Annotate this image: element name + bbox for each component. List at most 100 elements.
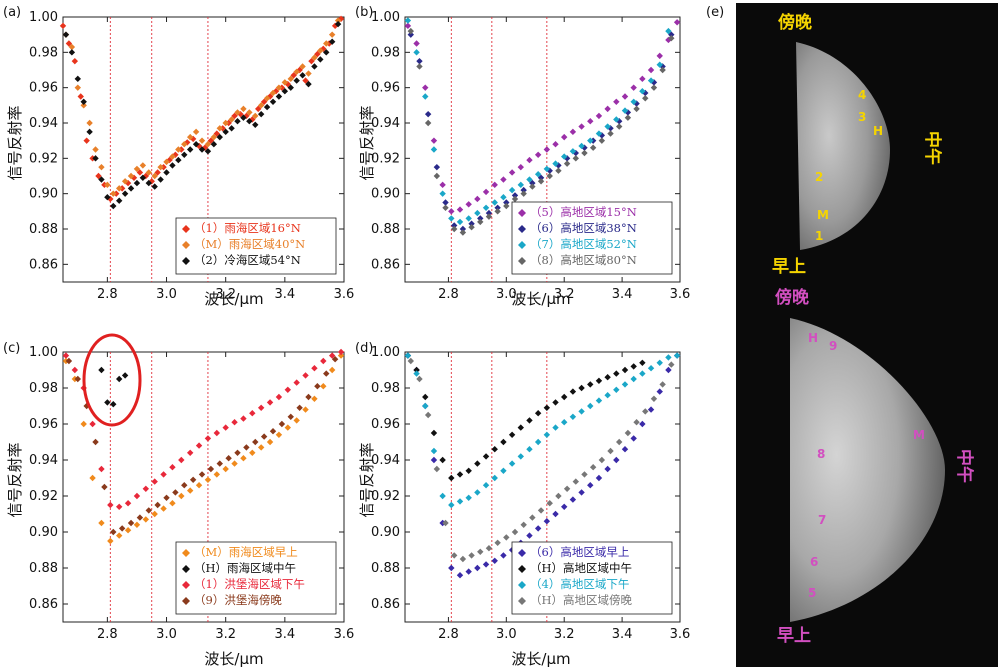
data-point-series-3 [503, 202, 510, 210]
data-point-series-0 [320, 383, 327, 390]
plot-frame [62, 16, 345, 283]
data-point-series-1 [252, 112, 259, 120]
data-point-series-0 [65, 40, 73, 47]
data-point-series-1 [181, 141, 188, 148]
data-point-series-1 [451, 222, 458, 229]
data-point-series-0 [639, 420, 646, 428]
data-point-series-0 [517, 163, 524, 171]
data-point-series-0 [526, 156, 533, 164]
data-point-series-2 [508, 186, 516, 194]
chart-0: 2.8 3.0 3.2 3.4 3.6 0.86 0.88 0.90 0.92 0.94 0.96 0… [29, 10, 354, 302]
data-point-series-1 [526, 417, 533, 424]
data-point-series-0 [639, 75, 646, 83]
data-point-series-0 [474, 564, 481, 572]
data-point-series-2 [474, 489, 481, 496]
data-point-series-0 [284, 424, 291, 431]
data-point-series-1 [104, 181, 111, 189]
data-point-series-3 [642, 408, 649, 415]
data-point-series-1 [569, 388, 577, 395]
data-point-series-1 [424, 110, 432, 118]
data-point-series-3 [668, 35, 675, 42]
legend-box [511, 201, 673, 275]
data-point-series-2 [275, 393, 283, 401]
data-point-series-2 [71, 366, 79, 374]
data-point-series-3 [65, 357, 73, 365]
data-point-series-1 [552, 399, 559, 406]
data-point-series-2 [448, 215, 455, 222]
data-point-series-2 [62, 31, 70, 38]
data-point-series-1 [511, 192, 519, 199]
data-point-series-1 [572, 149, 579, 157]
legend-label-1: （H）雨海区域中午 [194, 561, 296, 575]
map-top-marker-4: 4 [858, 88, 866, 102]
data-point-series-3 [555, 492, 562, 500]
y-tick-label: 0.94 [371, 116, 400, 131]
plot-frame [62, 351, 345, 623]
data-point-series-3 [442, 204, 449, 211]
data-point-series-2 [305, 80, 312, 88]
data-point-series-3 [494, 208, 501, 215]
data-point-series-2 [543, 431, 551, 438]
chart-2: 2.8 3.0 3.2 3.4 3.6 0.86 0.88 0.90 0.92 0.94 0.96 0… [29, 333, 354, 642]
data-point-series-0 [630, 84, 637, 91]
x-tick-label: 3.2 [215, 627, 236, 642]
data-point-series-1 [299, 63, 306, 70]
data-point-series-0 [124, 527, 132, 534]
data-point-series-2 [104, 194, 111, 201]
data-point-series-0 [569, 128, 577, 136]
data-point-series-3 [537, 178, 545, 185]
data-point-series-2 [204, 435, 212, 442]
panel-b: (b) 信号反射率 波长/μm [355, 5, 571, 308]
legend-label-2: （2）冷海区域54°N [194, 253, 301, 267]
data-point-series-3 [424, 411, 432, 419]
data-point-series-3 [287, 413, 294, 420]
data-point-series-1 [555, 162, 562, 169]
data-point-series-3 [145, 507, 152, 514]
data-point-series-1 [534, 410, 542, 417]
data-point-series-2 [302, 372, 309, 379]
data-point-series-0 [613, 98, 620, 105]
xlabel-a: 波长/μm [204, 290, 263, 308]
data-point-series-2 [439, 190, 446, 197]
data-point-series-3 [511, 528, 519, 536]
panel-label-b: (b) [355, 5, 373, 20]
data-point-series-2 [74, 75, 81, 83]
data-point-series-0 [207, 137, 215, 144]
data-point-series-2 [517, 453, 524, 460]
x-tick-label: 3.4 [612, 627, 633, 642]
data-point-series-2 [98, 176, 105, 183]
data-point-series-2 [534, 438, 542, 446]
data-point-series-3 [546, 172, 553, 180]
data-point-series-0 [186, 487, 194, 494]
data-point-series-1 [607, 125, 614, 132]
data-point-series-0 [231, 460, 238, 467]
data-point-series-2 [422, 93, 429, 100]
data-point-series-2 [62, 352, 70, 359]
data-point-series-3 [278, 420, 286, 428]
data-point-series-2 [673, 352, 681, 359]
data-point-series-2 [124, 500, 132, 507]
data-point-series-2 [448, 501, 455, 509]
data-point-series-1 [186, 133, 194, 141]
data-point-series-0 [604, 105, 611, 113]
data-point-series-1 [192, 128, 200, 136]
data-point-series-1 [163, 158, 170, 166]
data-point-series-3 [624, 429, 632, 437]
data-point-series-2 [578, 408, 585, 415]
xlabel-d: 波长/μm [511, 650, 570, 668]
data-point-series-3 [537, 507, 545, 514]
data-point-series-0 [249, 449, 256, 456]
data-point-series-1 [80, 102, 87, 109]
panel-label-e: (e) [706, 5, 724, 20]
data-point-series-1 [477, 215, 484, 222]
data-point-series-3 [642, 95, 649, 102]
data-point-series-1 [204, 141, 212, 148]
data-point-series-1 [459, 225, 467, 233]
data-point-series-0 [160, 505, 167, 512]
data-point-series-1 [587, 381, 594, 388]
data-point-series-2 [639, 370, 646, 377]
data-point-series-0 [526, 532, 533, 539]
data-point-series-1 [442, 199, 449, 206]
data-point-series-3 [407, 357, 414, 365]
map-top-marker-M: M [817, 208, 829, 222]
